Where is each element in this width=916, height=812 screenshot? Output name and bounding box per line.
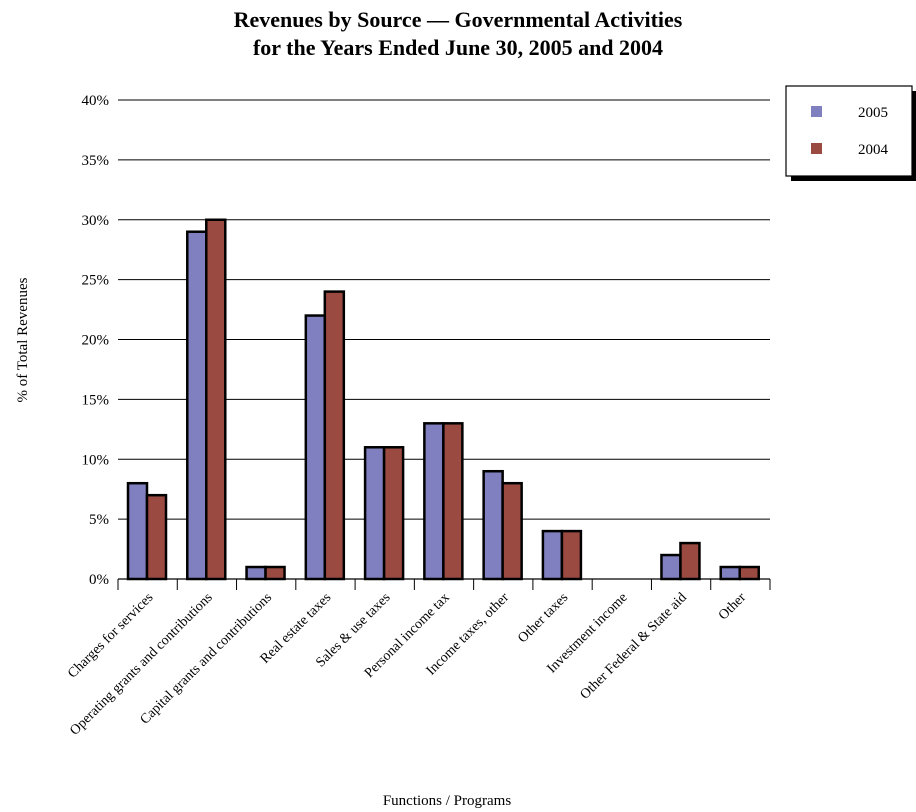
gridlines: [118, 99, 770, 520]
y-tick-label: 30%: [82, 213, 110, 229]
x-axis-title: Functions / Programs: [383, 793, 511, 809]
bar-2005: [186, 230, 208, 581]
bar-2004: [382, 446, 405, 581]
y-tick-label: 20%: [82, 333, 110, 349]
bar-2004: [679, 541, 701, 581]
bar-2005: [660, 553, 682, 581]
bar-2004: [501, 481, 523, 581]
chart-title: Revenues by Source — Governmental Activi…: [233, 7, 683, 32]
bar-2004: [205, 218, 227, 581]
x-category-label: Other Federal & State aid: [578, 590, 690, 702]
x-category-label: Other taxes: [515, 590, 571, 646]
bar-2004: [264, 565, 286, 581]
y-tick-label: 40%: [82, 93, 110, 109]
bar-2005: [245, 565, 267, 581]
bar-2004: [145, 493, 168, 581]
bar-2005: [363, 446, 386, 581]
bar-2005: [719, 565, 741, 581]
legend-swatch-2005: [811, 106, 822, 117]
legend-box: [785, 85, 913, 177]
bar-2004: [442, 422, 464, 581]
bar-2005: [423, 422, 445, 581]
x-category-label: Capital grants and contributions: [138, 590, 275, 727]
x-axis: [117, 578, 771, 590]
legend: 2005 2004: [785, 85, 916, 181]
chart-title-block: Revenues by Source — Governmental Activi…: [0, 6, 916, 62]
bar-2004: [560, 529, 583, 581]
legend-swatch-2004: [811, 143, 822, 154]
y-axis-ticks: 0% 5% 10% 15% 20% 25% 30% 35% 40%: [82, 93, 110, 588]
y-tick-label: 15%: [82, 392, 110, 408]
y-tick-label: 5%: [89, 512, 109, 528]
chart-subtitle: for the Years Ended June 30, 2005 and 20…: [252, 35, 664, 60]
bar-2004: [323, 290, 346, 581]
y-tick-label: 0%: [89, 572, 109, 588]
y-tick-label: 25%: [82, 273, 110, 289]
legend-label: 2004: [858, 142, 889, 158]
y-axis-title: % of Total Revenues: [15, 277, 31, 402]
bar-2005: [126, 481, 149, 581]
legend-label: 2005: [858, 105, 888, 121]
x-category-label: Other: [716, 590, 749, 623]
bar-2005: [541, 529, 564, 581]
y-tick-label: 35%: [82, 153, 110, 169]
y-tick-label: 10%: [82, 452, 110, 468]
bar-2004: [738, 565, 760, 581]
bar-2005: [304, 314, 327, 581]
bar-2005: [482, 469, 504, 581]
